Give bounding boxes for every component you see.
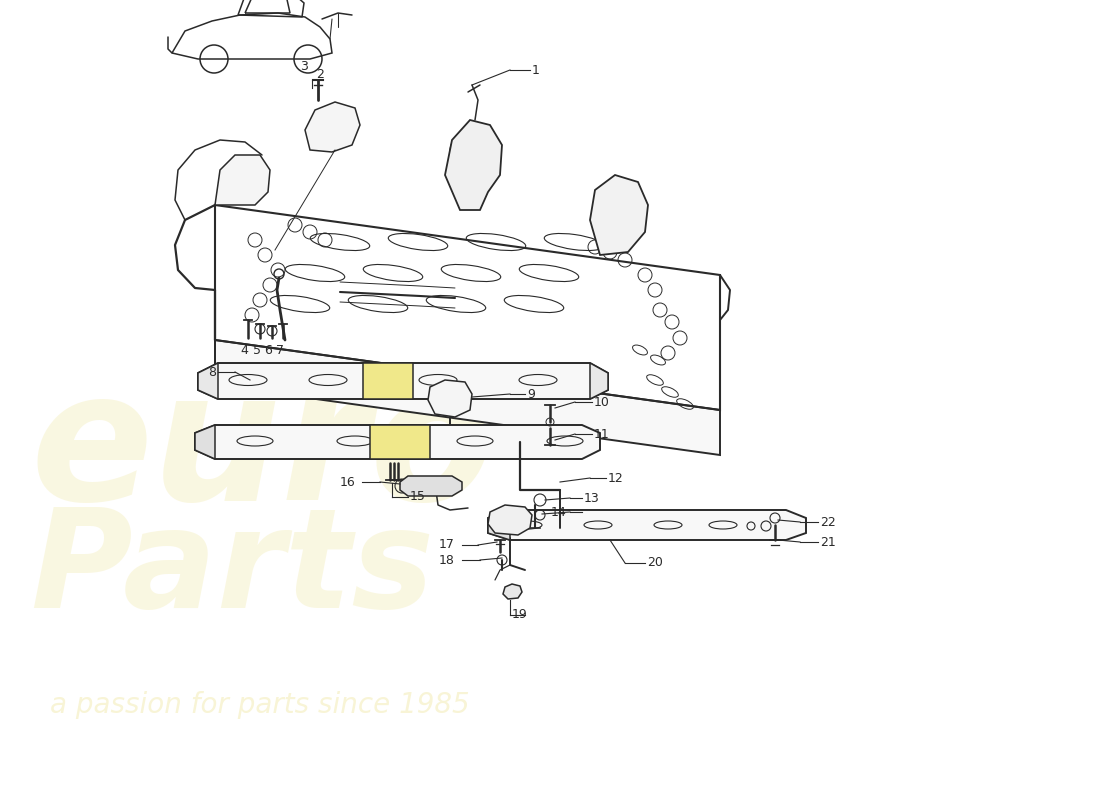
Polygon shape <box>198 363 608 399</box>
Text: 13: 13 <box>584 491 600 505</box>
Polygon shape <box>446 120 502 210</box>
Text: 19: 19 <box>513 609 528 622</box>
Polygon shape <box>400 476 462 496</box>
Text: 5: 5 <box>253 343 261 357</box>
Text: 14: 14 <box>550 506 566 518</box>
Polygon shape <box>370 425 430 459</box>
Text: 2: 2 <box>316 69 323 82</box>
Polygon shape <box>488 505 532 535</box>
Text: 20: 20 <box>647 557 663 570</box>
Text: 11: 11 <box>594 427 609 441</box>
Text: 7: 7 <box>276 343 284 357</box>
Text: 3: 3 <box>300 61 308 74</box>
Text: 4: 4 <box>240 343 248 357</box>
Polygon shape <box>195 425 600 459</box>
Polygon shape <box>363 363 412 399</box>
Polygon shape <box>488 510 806 540</box>
Polygon shape <box>590 363 608 399</box>
Text: 6: 6 <box>264 343 272 357</box>
Text: 18: 18 <box>439 554 455 566</box>
Text: Parts: Parts <box>30 502 434 638</box>
Text: 22: 22 <box>820 515 836 529</box>
Text: euro: euro <box>30 362 494 538</box>
Polygon shape <box>305 102 360 152</box>
Text: 16: 16 <box>339 475 355 489</box>
Polygon shape <box>590 175 648 255</box>
Text: 17: 17 <box>439 538 455 551</box>
Circle shape <box>468 148 476 156</box>
Circle shape <box>404 438 410 446</box>
Text: 10: 10 <box>594 395 609 409</box>
Polygon shape <box>198 363 218 399</box>
Polygon shape <box>488 510 510 540</box>
Text: 15: 15 <box>410 490 426 503</box>
Text: 8: 8 <box>208 366 216 378</box>
Text: 21: 21 <box>820 535 836 549</box>
Polygon shape <box>428 380 472 417</box>
Text: 9: 9 <box>527 387 535 401</box>
Text: 1: 1 <box>532 63 540 77</box>
Polygon shape <box>214 155 270 205</box>
Polygon shape <box>195 425 214 459</box>
Text: 12: 12 <box>608 471 624 485</box>
Circle shape <box>389 377 397 385</box>
Circle shape <box>371 377 380 385</box>
Polygon shape <box>214 340 720 455</box>
Circle shape <box>382 438 388 446</box>
Polygon shape <box>503 584 522 599</box>
Text: a passion for parts since 1985: a passion for parts since 1985 <box>50 691 470 719</box>
